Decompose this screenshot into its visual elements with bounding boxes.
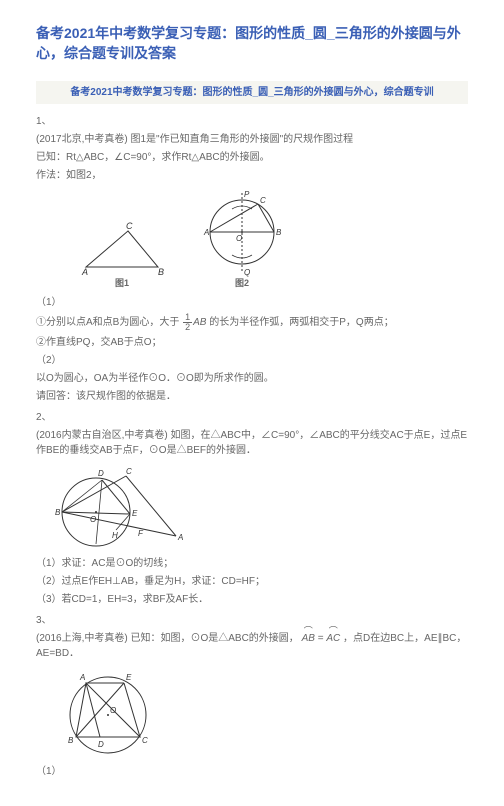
q2-p2: （2）过点E作EH⊥AB，垂足为H，求证：CD=HF； — [36, 574, 468, 589]
svg-text:C: C — [260, 196, 266, 205]
svg-text:A: A — [79, 673, 85, 682]
q1-fig1-label: 图1 — [76, 277, 168, 291]
q1-fig1: A B C 图1 — [76, 217, 168, 291]
section-subhead: 备考2021中考数学复习专题：图形的性质_圆_三角形的外接圆与外心，综合题专训 — [36, 81, 468, 104]
q1-step1b: ②作直线PQ，交AB于点O； — [36, 335, 468, 350]
q3-figure: A E B C D O — [56, 665, 468, 760]
svg-text:C: C — [126, 467, 132, 476]
q1-given: 已知：Rt△ABC，∠C=90°，求作Rt△ABC的外接圆。 — [36, 150, 468, 165]
svg-text:D: D — [98, 740, 104, 749]
svg-text:H: H — [112, 531, 118, 540]
svg-text:B: B — [55, 508, 61, 517]
svg-text:Q: Q — [244, 268, 250, 277]
q1-ask: 请回答：该尺规作图的依据是． — [36, 389, 468, 404]
q3-source: (2016上海,中考真卷) 已知：如图，⊙O是△ABC的外接圆， AB = AC… — [36, 631, 468, 661]
svg-text:A: A — [177, 533, 183, 542]
svg-text:O: O — [110, 706, 116, 715]
q1-step1: （1） — [36, 295, 468, 310]
svg-text:E: E — [132, 509, 138, 518]
svg-text:A: A — [81, 267, 88, 277]
q2-number: 2、 — [36, 410, 468, 425]
q2-p3: （3）若CD=1，EH=3，求BF及AF长． — [36, 592, 468, 607]
q1-s1a-post: 的长为半径作弧，两弧相交于P，Q两点； — [209, 317, 393, 328]
svg-text:A: A — [203, 228, 209, 237]
svg-text:C: C — [126, 221, 133, 231]
circle-fig2-svg: A B C P Q O — [192, 187, 292, 277]
svg-text:P: P — [244, 190, 250, 199]
q2-p1: （1）求证：AC是⊙O的切线； — [36, 556, 468, 571]
q1-s1a-pre: ①分别以点A和点B为圆心，大于 — [36, 317, 179, 328]
arc-eq: = — [318, 633, 324, 644]
q2-source: (2016内蒙古自治区,中考真卷) 如图，在△ABC中，∠C=90°，∠ABC的… — [36, 428, 468, 458]
q1-step2: （2） — [36, 353, 468, 368]
svg-text:C: C — [142, 736, 148, 745]
svg-text:O: O — [236, 234, 242, 243]
q1-number: 1、 — [36, 114, 468, 129]
q1-fig2-label: 图2 — [192, 277, 292, 291]
q3-p1: （1） — [36, 764, 468, 779]
q1-method: 作法：如图2， — [36, 168, 468, 183]
q2-figure: B A C E D F O H — [46, 462, 468, 552]
q3-src-pre: (2016上海,中考真卷) 已知：如图，⊙O是△ABC的外接圆， — [36, 633, 299, 644]
triangle-fig1-svg: A B C — [76, 217, 168, 277]
svg-text:D: D — [98, 469, 104, 478]
q1-figures: A B C 图1 A B C P Q O 图2 — [76, 187, 468, 291]
q1-source: (2017北京,中考真卷) 图1是"作已知直角三角形的外接圆"的尺规作图过程 — [36, 132, 468, 147]
q1-step1a: ①分别以点A和点B为圆心，大于 12AB 的长为半径作弧，两弧相交于P，Q两点； — [36, 313, 468, 332]
arc-ac: AC — [326, 631, 340, 646]
arc-ab: AB — [302, 631, 315, 646]
svg-text:B: B — [276, 228, 282, 237]
fraction-half-ab: 12 — [183, 313, 192, 332]
svg-text:E: E — [126, 673, 132, 682]
page-title: 备考2021年中考数学复习专题：图形的性质_圆_三角形的外接圆与外心，综合题专训… — [36, 24, 468, 63]
q1-fig2: A B C P Q O 图2 — [192, 187, 292, 291]
q2-svg: B A C E D F O H — [46, 462, 196, 552]
q1-step2a: 以O为圆心，OA为半径作⊙O．⊙O即为所求作的圆。 — [36, 371, 468, 386]
q3-number: 3、 — [36, 613, 468, 628]
svg-text:O: O — [90, 515, 96, 524]
svg-text:B: B — [158, 267, 164, 277]
q3-svg: A E B C D O — [56, 665, 166, 760]
svg-text:F: F — [138, 529, 144, 538]
svg-text:B: B — [68, 736, 74, 745]
